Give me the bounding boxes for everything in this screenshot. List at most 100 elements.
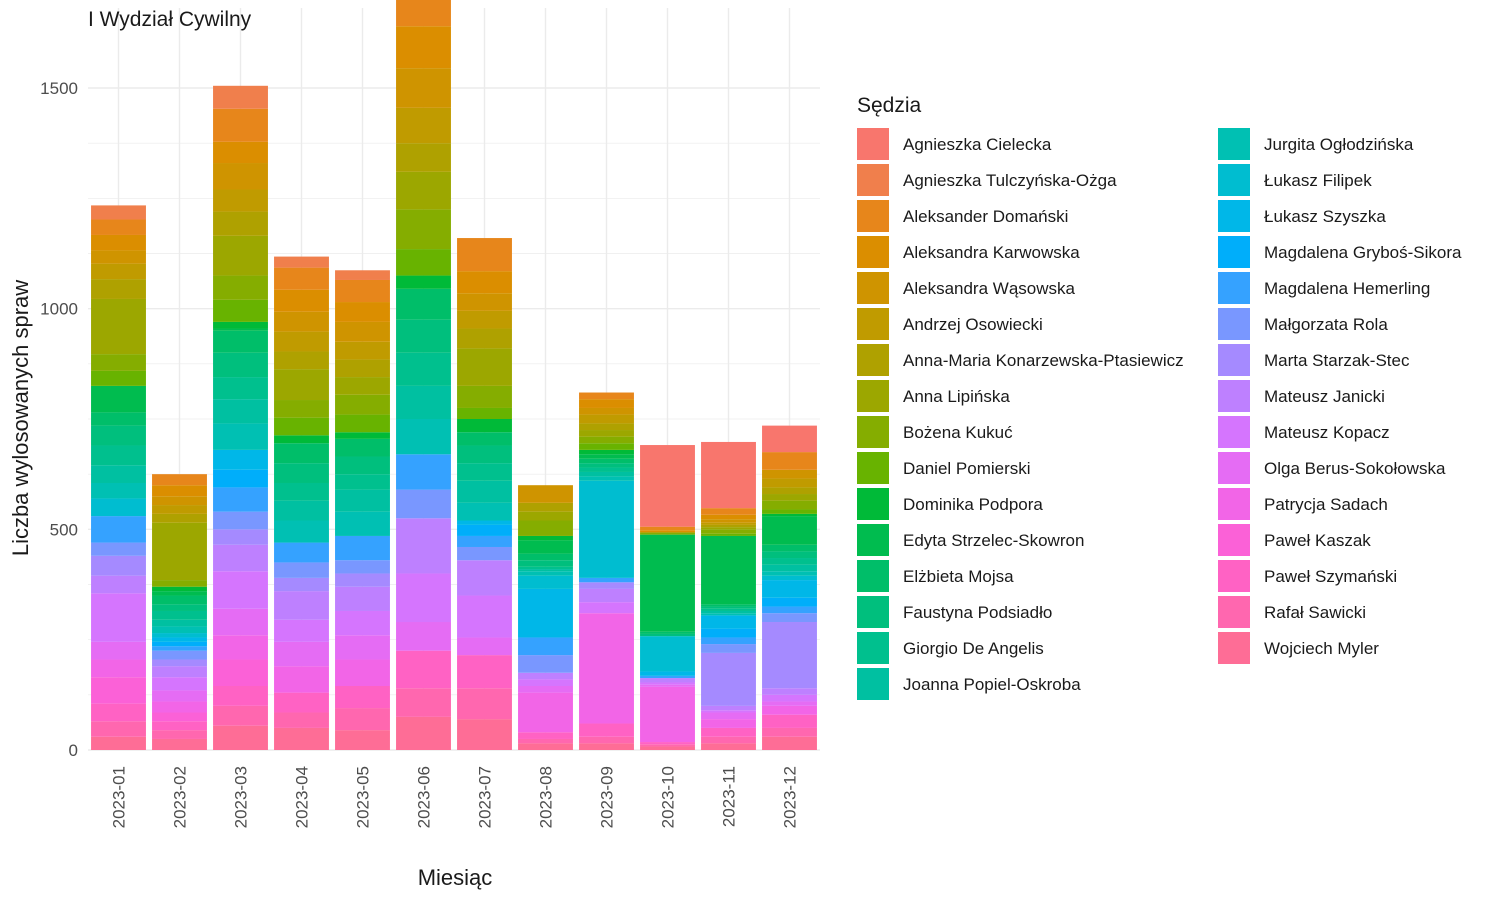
legend-item: Joanna Popiel-Oskroba (857, 668, 1081, 700)
bar-segment (335, 635, 390, 660)
bar-segment (701, 522, 756, 525)
bar-segment (213, 352, 268, 378)
bar-segment (213, 108, 268, 142)
bar-segment (396, 352, 451, 386)
bar-segment (152, 633, 207, 638)
bar-segment (91, 542, 146, 556)
bar-segment (640, 682, 695, 685)
bar-segment (152, 730, 207, 739)
x-tick-label: 2023-11 (720, 766, 739, 827)
legend-swatch (1218, 380, 1250, 412)
bar-segment (274, 577, 329, 592)
legend-swatch (857, 236, 889, 268)
legend-swatch (857, 560, 889, 592)
bar-segment (335, 302, 390, 322)
bar-segment (762, 575, 817, 581)
bar-segment (213, 725, 268, 750)
bar-segment (152, 513, 207, 523)
bar-segment (91, 385, 146, 413)
bar-segment (213, 449, 268, 470)
bar-segment (396, 573, 451, 623)
bar-segment (457, 385, 512, 408)
bar-segment (457, 480, 512, 503)
bar-segment (274, 351, 329, 370)
legend-swatch (857, 668, 889, 700)
bar-segment (701, 719, 756, 728)
bar-segment (640, 445, 695, 527)
bar-segment (91, 575, 146, 594)
bar-segment (701, 652, 756, 706)
bar-segment (457, 535, 512, 547)
bar-segment (762, 516, 817, 545)
bar-segment (762, 694, 817, 702)
x-tick-label: 2023-05 (354, 766, 373, 828)
bar-segment (335, 573, 390, 587)
bar-segment (579, 471, 634, 477)
bar-segment (396, 385, 451, 419)
bar-segment (518, 511, 573, 521)
bar-segment (91, 425, 146, 446)
bar-segment (762, 597, 817, 607)
legend-label: Łukasz Filipek (1264, 171, 1372, 190)
bar-segment (579, 414, 634, 424)
bar-segment (335, 414, 390, 433)
bar-segment (701, 712, 756, 720)
bar-segment (701, 527, 756, 530)
bar-segment (518, 520, 573, 536)
bar-segment (762, 544, 817, 552)
legend-item: Faustyna Podsiadło (857, 596, 1052, 628)
bar-segment (213, 635, 268, 660)
legend-swatch (1218, 236, 1250, 268)
bar-segment (335, 279, 390, 303)
bar-segment (396, 0, 451, 27)
bar-segment (518, 502, 573, 512)
bar-segment (762, 580, 817, 598)
bar-segment (274, 417, 329, 436)
bar-segment (274, 666, 329, 693)
bar-segment (152, 641, 207, 647)
bar-segment (213, 275, 268, 300)
bar-segment (213, 705, 268, 726)
legend-item: Paweł Kaszak (1218, 524, 1371, 556)
y-axis-title: Liczba wylosowanych spraw (8, 280, 33, 556)
bar-segment (274, 311, 329, 332)
bar-segment (640, 671, 695, 676)
bar-segment (579, 399, 634, 408)
bar-segment (579, 723, 634, 737)
bar-segment (91, 736, 146, 750)
bar-segment (274, 400, 329, 418)
bar-segment (396, 489, 451, 519)
legend-label: Aleksandra Wąsowska (903, 279, 1076, 298)
bar-segment (762, 487, 817, 495)
bar-segment (335, 708, 390, 731)
bar-segment (579, 436, 634, 444)
bar-segment (152, 586, 207, 592)
legend-label: Aleksander Domański (903, 207, 1068, 226)
bar-segment (457, 407, 512, 419)
bar-segment (518, 672, 573, 680)
bar-segment (152, 690, 207, 702)
legend-swatch (857, 164, 889, 196)
bar-segment (640, 530, 695, 533)
bar-segment (762, 558, 817, 565)
legend-item: Łukasz Szyszka (1218, 200, 1386, 232)
bar-segment (457, 419, 512, 433)
bar-segment (396, 26, 451, 69)
bar-segment (518, 692, 573, 733)
legend-swatch (857, 632, 889, 664)
bar-segment (396, 68, 451, 108)
bar-segment (335, 586, 390, 611)
bar-segment (640, 633, 695, 637)
legend-item: Bożena Kukuć (857, 416, 1013, 448)
bar-segment (152, 637, 207, 642)
bar-segment (396, 288, 451, 320)
bar-segment (152, 721, 207, 731)
bar-segment (518, 686, 573, 693)
bar-segment (213, 686, 268, 706)
bar-segment (701, 727, 756, 737)
bar-segment (91, 482, 146, 499)
bar-segment (762, 622, 817, 689)
legend-label: Mateusz Kopacz (1264, 423, 1390, 442)
bar-segment (213, 321, 268, 329)
